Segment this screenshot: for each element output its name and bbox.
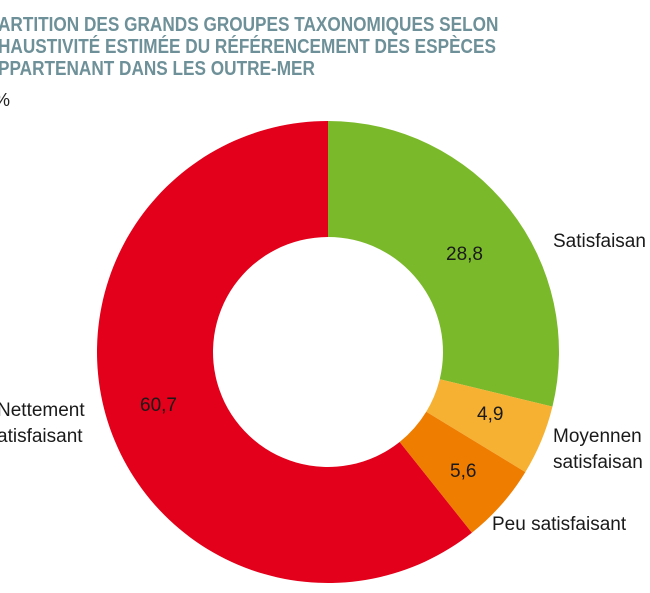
chart-title: ARTITION DES GRANDS GROUPES TAXONOMIQUES… (0, 14, 498, 80)
legend-label-nettement: Nettement atisfaisant (0, 398, 85, 450)
title-line: ARTITION DES GRANDS GROUPES TAXONOMIQUES… (0, 14, 499, 36)
label-line: Nettement (0, 400, 85, 421)
value-label-nettement: 60,7 (140, 395, 177, 416)
donut-slice-2 (399, 411, 526, 533)
legend-label-satisfaisant: Satisfaisan (553, 229, 646, 255)
donut-slice-0 (328, 121, 559, 407)
label-line: satisfaisan (553, 452, 643, 473)
title-line: PPARTENANT DANS LES OUTRE-MER (0, 58, 315, 80)
label-line: Satisfaisan (553, 231, 646, 252)
value-label-satisfaisant: 28,8 (446, 244, 483, 265)
label-line: atisfaisant (0, 426, 83, 447)
legend-label-moyennement: Moyennen satisfaisan (553, 424, 643, 476)
value-label-peu: 5,6 (450, 461, 477, 482)
label-line: Peu satisfaisant (492, 514, 627, 535)
label-line: Moyennen (553, 426, 642, 447)
title-line: HAUSTIVITÉ ESTIMÉE DU RÉFÉRENCEMENT DES … (0, 36, 496, 58)
value-label-moyennement: 4,9 (477, 404, 504, 425)
unit-label: % (0, 90, 10, 111)
legend-label-peu: Peu satisfaisant (492, 512, 626, 538)
donut-slice-1 (426, 379, 553, 473)
donut-slice-3 (97, 121, 472, 583)
